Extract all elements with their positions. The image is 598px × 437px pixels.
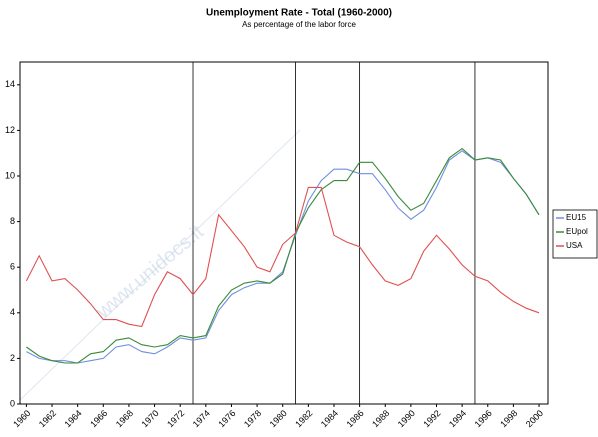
x-tick-label: 1996 [473,408,494,429]
x-tick-label: 1964 [63,408,84,429]
y-tick-label: 4 [10,307,15,317]
x-tick-label: 1990 [396,408,417,429]
x-tick-label: 1976 [216,408,237,429]
x-tick-label: 1960 [11,408,32,429]
x-tick-label: 1978 [242,408,263,429]
y-tick-label: 2 [10,353,15,363]
chart-subtitle: As percentage of the labor force [242,20,356,29]
y-tick-label: 6 [10,262,15,272]
x-tick-label: 1986 [344,408,365,429]
x-tick-label: 1988 [370,408,391,429]
y-tick-label: 0 [10,398,15,408]
x-tick-label: 1972 [165,408,186,429]
x-tick-label: 2000 [524,408,545,429]
x-tick-label: 1966 [88,408,109,429]
x-tick-label: 1974 [191,408,212,429]
x-tick-label: 1992 [421,408,442,429]
y-tick-label: 10 [5,170,15,180]
series-line [25,186,540,328]
watermark-line [19,129,301,401]
x-tick-label: 1998 [498,408,519,429]
series-line [26,150,540,364]
x-tick-label: 1982 [293,408,314,429]
y-tick-label: 12 [5,125,15,135]
x-tick-label: 1968 [114,408,135,429]
x-tick-label: 1994 [447,408,468,429]
y-tick-label: 8 [10,216,15,226]
plot-frame [19,61,549,405]
series-line [26,147,540,364]
legend-label: USA [566,241,583,250]
x-tick-label: 1970 [139,408,160,429]
watermark: www.unidocs.it [92,221,209,324]
x-tick-label: 1984 [319,408,340,429]
x-tick-label: 1962 [37,408,58,429]
legend-label: EUpol [566,227,588,236]
chart-title: Unemployment Rate - Total (1960-2000) [206,8,392,19]
x-tick-label: 1980 [268,408,289,429]
legend-label: EU15 [566,213,587,222]
y-tick-label: 14 [5,79,15,89]
